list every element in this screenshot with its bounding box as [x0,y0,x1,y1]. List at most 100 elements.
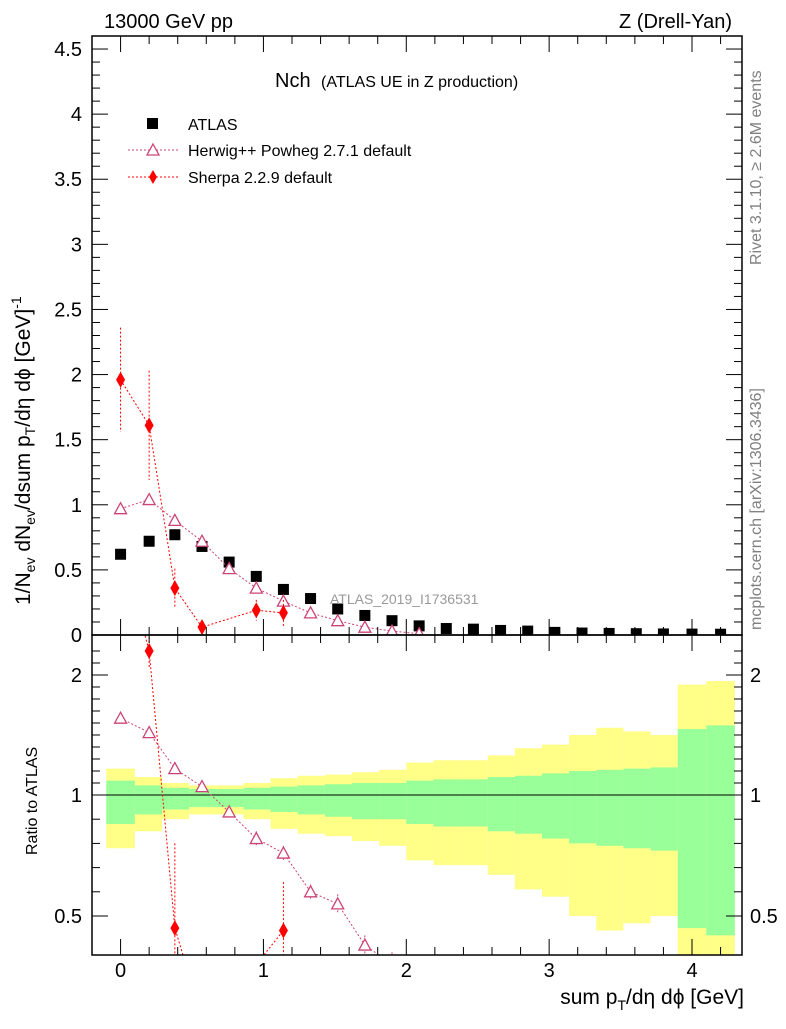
y-main-tick-label: 3 [71,234,82,256]
y-ratio-tick-label-right: 0.5 [750,906,778,928]
ratio-band-inner [650,767,678,851]
ratio-plot-layer [113,635,393,955]
ratio-band-inner [460,779,488,827]
sherpa-ratio-point [170,920,180,937]
herwig-ratio-point [113,710,128,724]
herwig-ratio-point [194,779,210,793]
herwig-data-point [385,623,399,635]
herwig-ratio-point [249,831,264,845]
y-main-tick-label: 2.5 [54,299,82,321]
herwig-ratio-point [167,761,182,775]
herwig-data-point [249,580,264,594]
atlas-data-point [250,570,262,582]
ratio-band-inner [596,769,624,846]
x-tick-label: 4 [686,960,697,982]
atlas-data-point [549,626,561,635]
x-axis-title: sum pT/dη dϕ [GeV] [560,986,744,1013]
atlas-data-point [115,548,127,560]
mcplots-label: mcplots.cern.ch [arXiv:1306.3436] [748,388,765,630]
ratio-band-inner [162,787,190,810]
y-ratio-tick-label-right: 1 [750,785,761,807]
y-main-tick-label: 2 [71,365,82,387]
sherpa-ratio-point [144,643,154,659]
y-axis-title-main: 1/Nev dNev/dsum pT/dη dϕ [GeV]-1 [8,296,38,605]
sherpa-data-point [144,417,154,434]
legend-atlas-label: ATLAS [188,117,238,134]
ratio-band-inner [270,786,298,812]
atlas-data-point [277,583,289,595]
ratio-band-inner [677,729,707,929]
plot-title-sub: (ATLAS UE in Z production) [321,74,518,91]
herwig-ratio-point [142,725,157,739]
sherpa-line [120,379,284,628]
herwig-data-point [330,613,345,627]
y-main-tick-label: 1.5 [54,430,82,452]
ratio-band-inner [243,787,271,810]
atlas-data-point [440,622,452,634]
analysis-watermark: ATLAS_2019_I1736531 [330,591,479,607]
plot-title-main: Nch [275,70,311,92]
ratio-band-inner [514,775,542,834]
legend: ATLAS Herwig++ Powheg 2.7.1 default Sher… [128,117,412,187]
herwig-ratio-point [357,937,372,951]
atlas-data-point [305,593,317,605]
axis-ticks: 0 1 2 3 4 0 0.5 1 1.5 2 2.5 3 3.5 4 4.5 0.5 0.5 1 1 2 2 [54,35,778,982]
ratio-band-inner [379,783,407,820]
herwig-ratio-point [330,896,345,910]
x-tick-label: 0 [115,960,126,982]
ratio-band-inner [623,768,651,849]
herwig-ratio-line [120,717,380,955]
herwig-line [120,499,420,635]
legend-sherpa-label: Sherpa 2.2.9 default [188,170,333,187]
legend-atlas-marker [147,118,158,129]
sherpa-data-point [197,619,207,635]
y-main-tick-label: 1 [71,495,82,517]
y-main-tick-label: 4 [71,104,82,126]
ratio-band-inner [216,789,244,808]
ratio-band-inner [542,773,570,839]
rivet-version-label: Rivet 3.1.10, ≥ 2.6M events [748,70,765,265]
ratio-band-inner [433,779,461,827]
y-ratio-tick-label-right: 2 [750,665,761,687]
sherpa-data-point [116,371,126,388]
ratio-band-inner [406,780,434,825]
legend-herwig-marker [145,142,161,156]
herwig-data-point [167,513,182,527]
ratio-bands [106,681,735,955]
ratio-band-inner [487,777,515,832]
herwig-data-point [113,501,128,515]
header-right: Z (Drell-Yan) [619,11,732,33]
herwig-ratio-point [276,845,291,859]
x-tick-label: 3 [544,960,555,982]
sherpa-data-point [251,602,261,619]
y-ratio-tick-label-left: 0.5 [54,906,82,928]
atlas-data-point [169,529,181,541]
y-ratio-tick-label-left: 1 [71,785,82,807]
y-main-tick-label: 0.5 [54,560,82,582]
ratio-band-inner [324,784,352,817]
herwig-data-point [414,626,424,635]
atlas-data-point [522,625,534,635]
atlas-data-point [386,615,398,627]
atlas-data-point [359,609,371,621]
ratio-band-inner [134,785,162,815]
ratio-band-inner [297,785,325,815]
herwig-ratio-point [303,884,318,898]
sherpa-data-point [170,580,180,597]
y-axis-title-ratio: Ratio to ATLAS [24,747,41,855]
y-main-tick-label: 3.5 [54,169,82,191]
ratio-band-inner [706,725,735,936]
atlas-data-point [495,624,507,635]
plot-title: Nch (ATLAS UE in Z production) [275,70,518,92]
ratio-band-inner [352,783,380,820]
ratio-band-inner [189,789,217,808]
y-ratio-tick-label-left: 2 [71,665,82,687]
header-left: 13000 GeV pp [104,11,233,33]
legend-sherpa-marker [149,170,157,184]
atlas-data-point [143,535,155,547]
ratio-band-inner [569,771,597,844]
atlas-data-point [467,623,479,635]
sherpa-ratio-point [278,922,288,939]
herwig-data-point [357,619,372,633]
y-main-tick-label: 0 [71,625,82,647]
